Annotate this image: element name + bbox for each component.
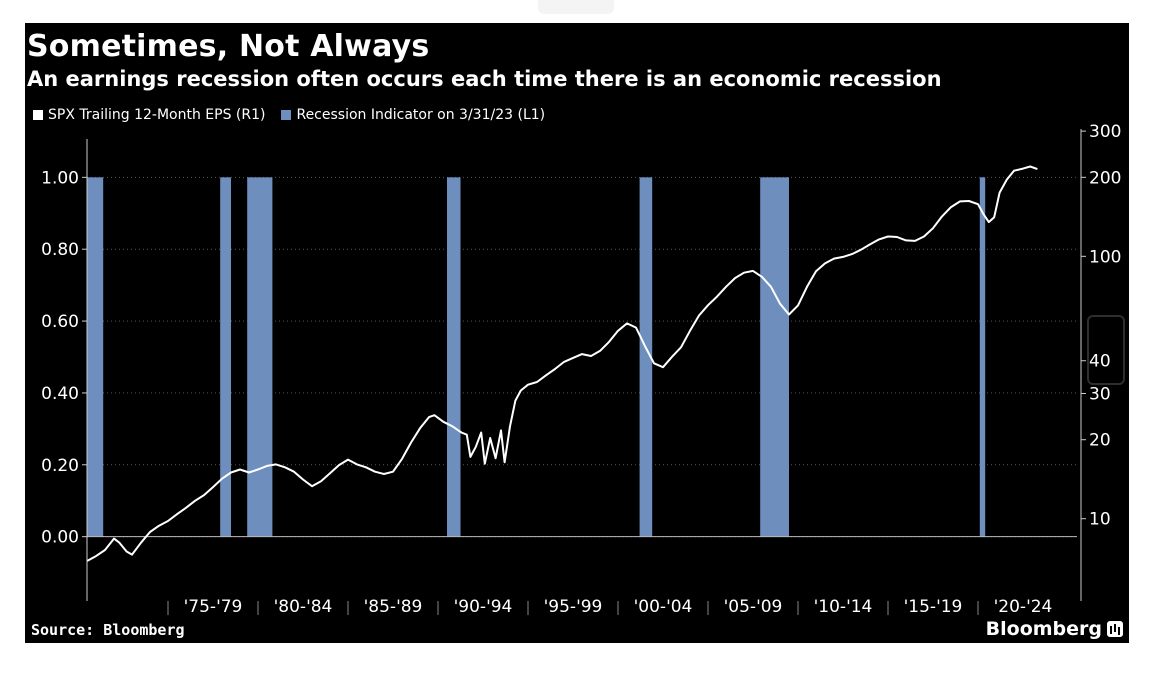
recession-bar — [979, 177, 986, 537]
legend-swatch-eps — [33, 110, 43, 120]
brand-logo: Bloomberg — [986, 618, 1123, 640]
left-tick-label: 0.20 — [41, 456, 79, 476]
chart-panel: Sometimes, Not Always An earnings recess… — [25, 23, 1129, 643]
legend-label-recession: Recession Indicator on 3/31/23 (L1) — [296, 107, 546, 123]
right-tick-label: 300 — [1089, 122, 1121, 142]
right-tick-label: 30 — [1089, 385, 1111, 405]
left-tick-label: 0.60 — [41, 312, 79, 332]
left-tick-label: 0.40 — [41, 384, 79, 404]
x-tick-label: '85-'89 — [364, 597, 423, 617]
legend-swatch-recession — [281, 110, 292, 120]
recession-bar — [447, 177, 461, 537]
right-tick-label: 20 — [1089, 431, 1111, 451]
legend: SPX Trailing 12-Month EPS (R1) Recession… — [33, 107, 545, 123]
left-tick-label: 0.80 — [41, 240, 79, 260]
x-tick-label: '95-'99 — [544, 597, 603, 617]
x-tick-label: '80-'84 — [274, 597, 333, 617]
legend-label-eps: SPX Trailing 12-Month EPS (R1) — [48, 107, 266, 123]
top-tab — [538, 0, 614, 14]
legend-item-eps: SPX Trailing 12-Month EPS (R1) — [33, 107, 265, 123]
left-tick-label: 0.00 — [41, 528, 79, 548]
legend-item-recession: Recession Indicator on 3/31/23 (L1) — [281, 107, 545, 123]
recession-bar — [247, 177, 273, 537]
recession-bar — [639, 177, 653, 537]
recession-bar — [220, 177, 231, 537]
bloomberg-icon — [1107, 621, 1123, 637]
x-tick-label: '20-'24 — [994, 597, 1053, 617]
chart-title: Sometimes, Not Always — [27, 29, 430, 64]
left-tick-label: 1.00 — [41, 168, 79, 188]
recession-bar — [87, 177, 104, 537]
x-tick-label: '10-'14 — [814, 597, 873, 617]
recession-bar — [760, 177, 789, 537]
right-tick-label: 100 — [1089, 247, 1121, 267]
right-tick-label: 40 — [1089, 352, 1111, 372]
eps-line — [86, 165, 1038, 562]
brand-name: Bloomberg — [985, 618, 1102, 640]
right-tick-label: 200 — [1089, 168, 1121, 188]
chart-svg: 0.00 0.20 0.40 0.60 0.80 1.00 10 20 30 40 100 200 30… — [41, 122, 1121, 617]
x-tick-label: '00-'04 — [634, 597, 693, 617]
x-tick-label: '90-'94 — [454, 597, 513, 617]
x-tick-label: '05-'09 — [724, 597, 783, 617]
source-label: Source: Bloomberg — [31, 621, 185, 639]
chart-subtitle: An earnings recession often occurs each … — [27, 67, 942, 91]
watermark — [1087, 315, 1125, 385]
x-tick-label: '15-'19 — [904, 597, 963, 617]
x-tick-label: '75-'79 — [184, 597, 243, 617]
right-tick-label: 10 — [1089, 510, 1111, 530]
